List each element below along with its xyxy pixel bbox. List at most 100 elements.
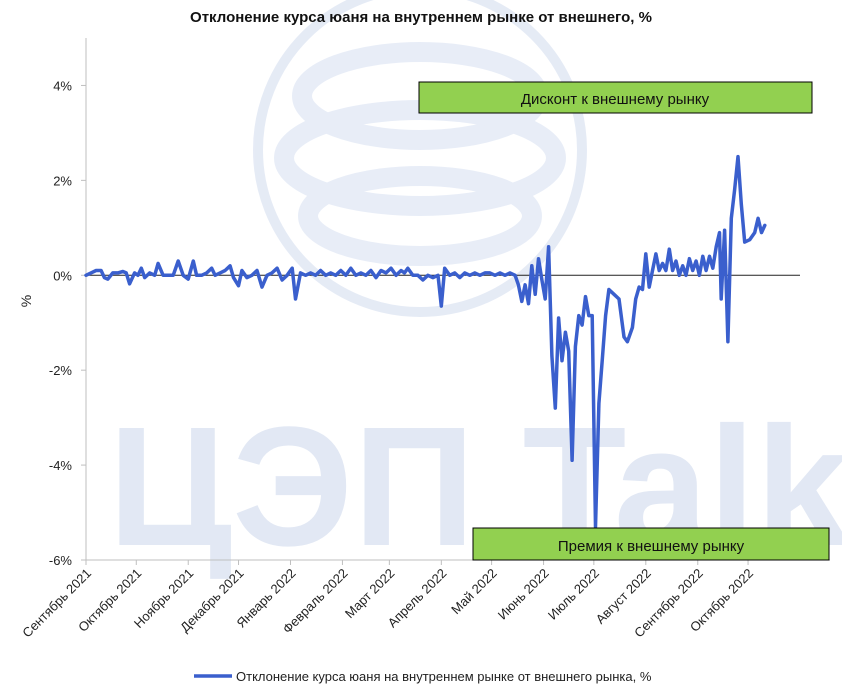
data-point: [514, 274, 516, 276]
data-point: [315, 274, 317, 276]
data-point: [206, 272, 208, 274]
data-point: [524, 284, 526, 286]
data-point: [345, 274, 347, 276]
data-point: [695, 260, 697, 262]
data-point: [432, 277, 434, 279]
y-tick-label: -6%: [49, 553, 73, 568]
data-point: [764, 224, 766, 226]
data-point: [534, 293, 536, 295]
data-point: [521, 300, 523, 302]
data-point: [631, 326, 634, 329]
data-point: [668, 248, 670, 250]
data-point: [256, 269, 258, 272]
data-point: [541, 279, 543, 281]
data-point: [489, 272, 491, 274]
data-point: [360, 272, 362, 274]
data-point: [320, 269, 322, 272]
data-point: [740, 203, 742, 205]
data-point: [286, 274, 288, 276]
data-point: [390, 267, 392, 269]
data-point: [578, 315, 580, 317]
data-point: [201, 274, 203, 276]
data-point: [564, 331, 567, 333]
data-point: [335, 274, 337, 276]
y-axis-label: %: [18, 295, 34, 307]
y-tick-label: -4%: [49, 458, 73, 473]
data-point: [581, 324, 583, 326]
data-point: [177, 260, 179, 262]
annotation-discount: Дисконт к внешнему рынку: [418, 81, 813, 114]
data-point: [682, 265, 684, 267]
data-point: [494, 274, 496, 276]
data-point: [330, 272, 332, 274]
data-point: [588, 315, 590, 317]
data-point: [574, 345, 577, 348]
data-point: [281, 279, 283, 281]
data-point: [380, 269, 382, 272]
data-point: [705, 269, 707, 272]
annotation-premium-box: [472, 527, 830, 561]
annotation-discount-box: [418, 81, 813, 114]
data-point: [417, 274, 419, 276]
data-point: [157, 262, 159, 264]
data-point: [122, 270, 124, 273]
data-point: [509, 272, 511, 274]
data-point: [561, 360, 563, 362]
data-point: [355, 274, 357, 276]
data-point: [464, 272, 466, 274]
data-point: [100, 269, 102, 272]
data-point: [251, 274, 253, 276]
data-point: [724, 229, 726, 231]
data-point: [744, 241, 746, 243]
data-point: [757, 217, 759, 219]
data-point: [651, 269, 654, 272]
legend-label: Отклонение курса юаня на внутреннем рынк…: [236, 669, 652, 684]
data-point: [224, 269, 226, 272]
data-point: [594, 526, 597, 528]
data-point: [712, 267, 714, 269]
data-point: [527, 303, 530, 305]
data-point: [613, 293, 615, 295]
data-point: [678, 274, 680, 276]
data-point: [350, 267, 352, 269]
data-point: [237, 285, 240, 287]
data-point: [727, 341, 729, 343]
data-point: [440, 305, 442, 307]
data-point: [645, 253, 647, 255]
data-point: [103, 277, 105, 279]
annotation-premium: Премия к внешнему рынку: [472, 527, 830, 561]
data-point: [623, 336, 625, 338]
data-point: [635, 298, 637, 300]
annotation-discount-label: Дисконт к внешнему рынку: [521, 91, 710, 108]
data-point: [499, 272, 501, 274]
y-tick-label: 4%: [53, 78, 72, 93]
data-point: [140, 267, 142, 269]
data-point: [154, 274, 156, 276]
data-point: [162, 274, 164, 276]
data-point: [241, 269, 243, 272]
data-point: [641, 288, 644, 291]
data-point: [299, 272, 302, 274]
data-point: [167, 274, 169, 276]
data-point: [422, 279, 424, 281]
data-point: [754, 232, 756, 234]
data-point: [760, 232, 763, 234]
data-point: [340, 269, 342, 272]
data-point: [261, 286, 263, 288]
data-point: [427, 274, 429, 276]
y-tick-label: 0%: [53, 268, 72, 283]
data-point: [584, 296, 587, 298]
data-point: [192, 260, 194, 262]
data-point: [698, 274, 701, 276]
data-point: [149, 272, 151, 274]
data-point: [246, 277, 248, 279]
data-point: [672, 269, 674, 272]
data-point: [214, 274, 216, 276]
data-point: [601, 360, 603, 362]
data-point: [232, 277, 235, 279]
data-point: [685, 274, 687, 276]
data-point: [544, 298, 546, 300]
data-point: [479, 274, 481, 276]
data-point: [395, 274, 397, 276]
data-point: [715, 246, 717, 248]
